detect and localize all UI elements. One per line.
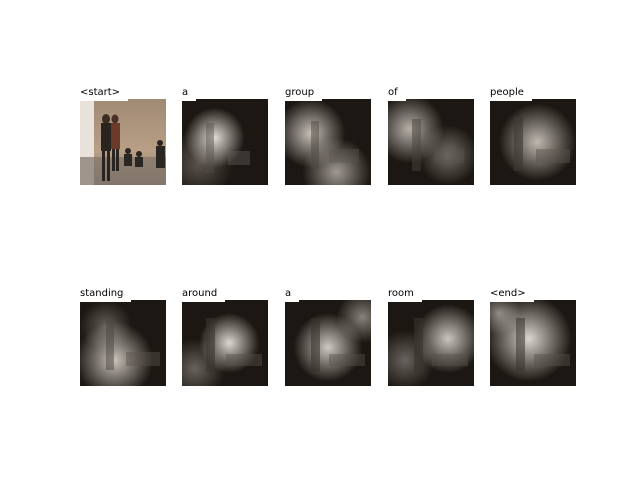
- word-label: a: [182, 87, 197, 101]
- panel-of: of: [388, 87, 474, 185]
- panel-standing: standing: [80, 288, 166, 386]
- word-label: group: [285, 87, 323, 101]
- word-label: of: [388, 87, 406, 101]
- word-label: around: [182, 288, 226, 302]
- attention-map: [182, 300, 268, 386]
- word-label: a: [285, 288, 300, 302]
- original-photo: [80, 99, 166, 185]
- panel-a-second: a: [285, 288, 371, 386]
- attention-map: [490, 99, 576, 185]
- word-label: standing: [80, 288, 132, 302]
- panel-around: around: [182, 288, 268, 386]
- attention-map: [388, 300, 474, 386]
- panel-end: <end>: [490, 288, 576, 386]
- attention-map: [285, 300, 371, 386]
- attention-map: [182, 99, 268, 185]
- panel-start: <start>: [80, 87, 166, 185]
- word-label: <start>: [80, 87, 129, 101]
- panel-group: group: [285, 87, 371, 185]
- attention-map: [490, 300, 576, 386]
- word-label: room: [388, 288, 422, 302]
- panel-room: room: [388, 288, 474, 386]
- word-label: people: [490, 87, 532, 101]
- attention-map: [80, 300, 166, 386]
- attention-map: [388, 99, 474, 185]
- attention-map: [285, 99, 371, 185]
- word-label: <end>: [490, 288, 534, 302]
- panel-people: people: [490, 87, 576, 185]
- panel-a: a: [182, 87, 268, 185]
